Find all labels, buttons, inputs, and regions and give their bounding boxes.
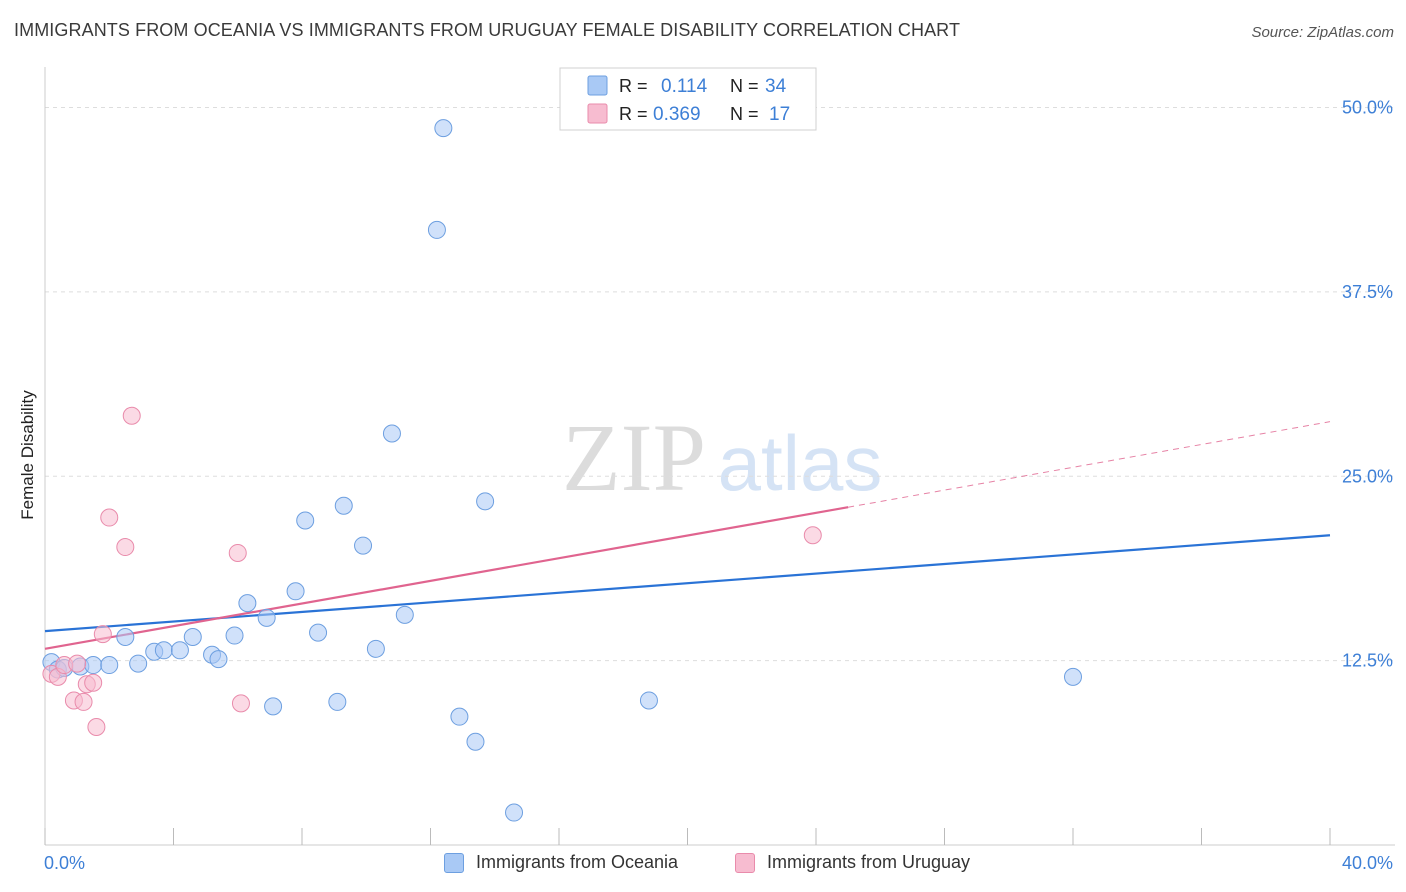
point-uruguay [100,508,119,527]
point-uruguay [84,673,103,692]
chart-title: IMMIGRANTS FROM OCEANIA VS IMMIGRANTS FR… [14,20,961,40]
legend-n-value-oceania: 34 [765,76,787,97]
x-tick-label: 0.0% [44,853,85,873]
point-oceania [427,220,446,239]
point-oceania [154,641,173,660]
legend-n-value-uruguay: 17 [769,104,790,125]
point-oceania [395,605,414,624]
watermark-atlas: atlas [718,419,883,507]
legend-bottom-label-oceania: Immigrants from Oceania [476,852,679,872]
point-oceania [354,536,373,555]
point-oceania [296,511,315,530]
point-uruguay [231,694,250,713]
y-tick-label: 50.0% [1342,98,1393,118]
point-oceania [129,654,148,673]
point-oceania [257,608,276,627]
point-oceania [334,496,353,515]
x-tick-label: 40.0% [1342,853,1393,873]
point-oceania [84,656,103,675]
point-oceania [183,628,202,647]
source-label: Source: ZipAtlas.com [1251,24,1394,41]
point-uruguay [116,538,135,557]
point-uruguay [228,543,247,562]
legend-item-oceania: Immigrants from Oceania [444,852,678,873]
watermark-zip: ZIP [562,404,706,511]
point-oceania [116,628,135,647]
point-uruguay [122,406,141,425]
trendline-uruguay-extension [848,421,1331,508]
point-oceania [286,582,305,601]
point-oceania [505,803,524,822]
legend-top: R = 0.114 N = 34 R = 0.369 N = 17 [559,67,817,131]
point-uruguay [74,692,93,711]
legend-bottom: Immigrants from Oceania Immigrants from … [0,852,1406,878]
trendline-uruguay [44,506,849,650]
point-oceania [170,641,189,660]
y-tick-label: 12.5% [1342,651,1393,671]
legend-bottom-swatch-uruguay [735,852,755,873]
point-uruguay [803,526,822,545]
point-oceania [225,626,244,645]
point-uruguay [87,718,106,736]
point-oceania [1064,667,1082,686]
point-oceania [100,656,119,675]
point-oceania [476,492,495,511]
point-oceania [328,692,347,711]
legend-r-label-uruguay: R = [619,104,648,124]
legend-bottom-label-uruguay: Immigrants from Uruguay [767,852,971,872]
point-oceania [382,424,401,443]
point-oceania [466,732,485,751]
point-oceania [450,707,469,726]
y-tick-label: 25.0% [1342,466,1393,486]
legend-n-label-oceania: N = [730,76,759,96]
legend-r-label-oceania: R = [619,76,648,96]
legend-swatch-uruguay [587,103,608,124]
point-oceania [238,594,257,613]
legend-r-value-uruguay: 0.369 [653,104,701,125]
legend-bottom-swatch-oceania [444,852,464,873]
legend-item-uruguay: Immigrants from Uruguay [735,852,970,873]
y-tick-label: 37.5% [1342,282,1393,302]
point-oceania [309,623,328,642]
legend-n-label-uruguay: N = [730,104,759,124]
point-oceania [366,639,385,658]
legend-swatch-oceania [587,75,608,96]
point-uruguay [93,625,112,644]
point-oceania [209,650,228,669]
legend-r-value-oceania: 0.114 [661,76,708,97]
point-oceania [434,119,453,138]
point-uruguay [68,654,87,673]
point-oceania [264,697,283,716]
point-oceania [639,691,658,710]
